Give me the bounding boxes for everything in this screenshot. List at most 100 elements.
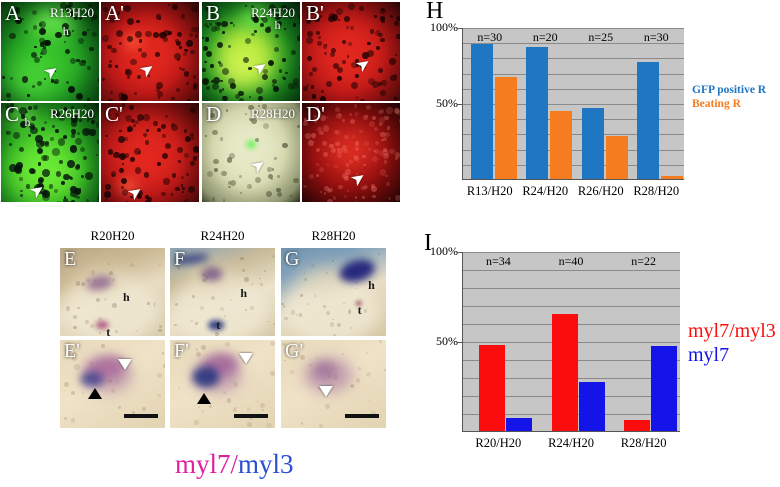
micrograph-image [60,340,165,428]
micrograph-panel-c: C R26H20 h ➤ [1,103,99,202]
gridline [463,104,684,105]
sample-size-annotation: n=20 [532,30,558,44]
micrograph-panel-dprime: D' ➤ [302,103,400,202]
y-axis-tick-label: 100% [430,20,458,34]
gridline [463,134,684,136]
gridline [463,28,684,29]
x-axis-category-label: R28/H20 [633,184,680,198]
gridline [463,270,680,271]
sample-size-annotation: n=34 [485,254,511,268]
gridline [463,58,684,60]
gridline [463,88,684,90]
arrowhead-black-icon [88,388,103,400]
bar-R28H20-myl7 [651,346,678,431]
plot-area [462,252,680,432]
scale-bar [124,414,158,418]
micrograph-panel-d: D R28H20 ➤ [202,103,300,202]
micrograph-panel-bprime: B' ➤ [302,2,400,101]
gridline [463,43,684,45]
micrograph-image [101,103,199,202]
legend-item-myl7myl3: myl7/myl3 [688,320,776,342]
gridline [463,119,684,121]
x-axis-category-label: R26/H20 [577,184,624,198]
anatomy-marker-tail: t [106,324,111,336]
bar-R28H20-myl7myl3 [624,420,651,431]
sample-size-annotation: n=22 [631,254,657,268]
column-title-1: R20H20 [90,228,135,243]
bar-R26H20-GFPpositiveR [581,107,604,179]
y-axis-tick-label: 50% [436,334,458,348]
anatomy-marker-heart: h [62,23,69,38]
column-title-3: R28H20 [311,228,356,243]
anatomy-marker-heart: h [274,17,281,32]
gridline [463,164,684,166]
panel-letter: A' [105,2,124,25]
micrograph-panel-gprime: G' [281,340,386,428]
panel-letter: F [174,248,186,270]
anatomy-marker-heart: h [240,285,248,300]
anatomy-marker-tail: t [216,318,221,333]
chart-panel-letter: I [424,230,432,256]
y-axis-tick [457,252,462,253]
micrograph-image [1,103,99,202]
panel-letter: B [206,2,221,25]
arrowhead-black-icon [197,392,212,404]
bottom-caption: myl7/myl3 [175,449,294,480]
x-axis-category-label: R20/H20 [475,436,522,450]
caption-slash: / [230,449,239,479]
micrograph-image [60,248,165,336]
y-axis-tick [457,342,462,343]
legend-item-myl7: myl7 [688,344,730,366]
legend-item-BeatingR: Beating R [692,98,741,110]
bar-R24H20-BeatingR [550,110,573,179]
gridline [463,149,684,151]
anatomy-marker-heart: h [123,290,130,305]
gridline [463,288,680,289]
panel-condition-title: R13H20 [49,5,94,20]
legend-item-GFPpositiveR: GFP positive R [692,84,767,96]
panel-letter: E' [64,340,80,362]
micrograph-image [302,2,400,101]
micrograph-image [281,340,386,428]
micrograph-panel-aprime: A' ➤ [101,2,199,101]
scale-bar [345,414,379,418]
arrowhead-white-icon [318,385,333,397]
bar-R13H20-GFPpositiveR [470,43,493,179]
panel-letter: C [5,103,20,126]
sample-size-annotation: n=30 [477,30,503,44]
anatomy-marker-heart: h [24,114,31,129]
micrograph-panel-fprime: F' [170,340,275,428]
scale-bar [234,414,268,418]
x-axis-category-label: R13/H20 [466,184,513,198]
micrograph-image [202,103,300,202]
bar-R26H20-BeatingR [605,136,628,179]
micrograph-panel-eprime: E' [60,340,165,428]
micrograph-image [170,248,275,336]
micrograph-panel-cprime: C' ➤ [101,103,199,202]
gridline [463,306,680,307]
panel-letter: G' [285,340,304,362]
panel-letter: G [285,248,300,270]
y-axis-tick-label: 100% [430,244,458,258]
bar-R24H20-myl7 [578,382,605,431]
gridline [463,252,680,253]
panel-letter: F' [174,340,189,362]
panel-letter: E [64,248,77,270]
micrograph-image [302,103,400,202]
bar-R13H20-BeatingR [494,77,517,179]
bar-R24H20-GFPpositiveR [526,46,549,179]
x-axis-category-label: R24/H20 [548,436,594,450]
sample-size-annotation: n=40 [558,254,584,268]
arrowhead-white-icon [117,359,132,371]
anatomy-marker-heart: h [368,277,375,292]
panel-letter: D' [306,103,325,126]
bar-R20H20-myl7 [505,418,532,431]
column-title-2: R24H20 [200,228,245,243]
bar-R20H20-myl7myl3 [478,344,505,431]
y-axis-tick-label: 50% [436,96,458,110]
micrograph-grid-top: A R13H20 h ➤ A' ➤ B R24H20 h ➤ B' ➤ C R26H20 h ➤ C' ➤ D R28… [0,0,400,206]
